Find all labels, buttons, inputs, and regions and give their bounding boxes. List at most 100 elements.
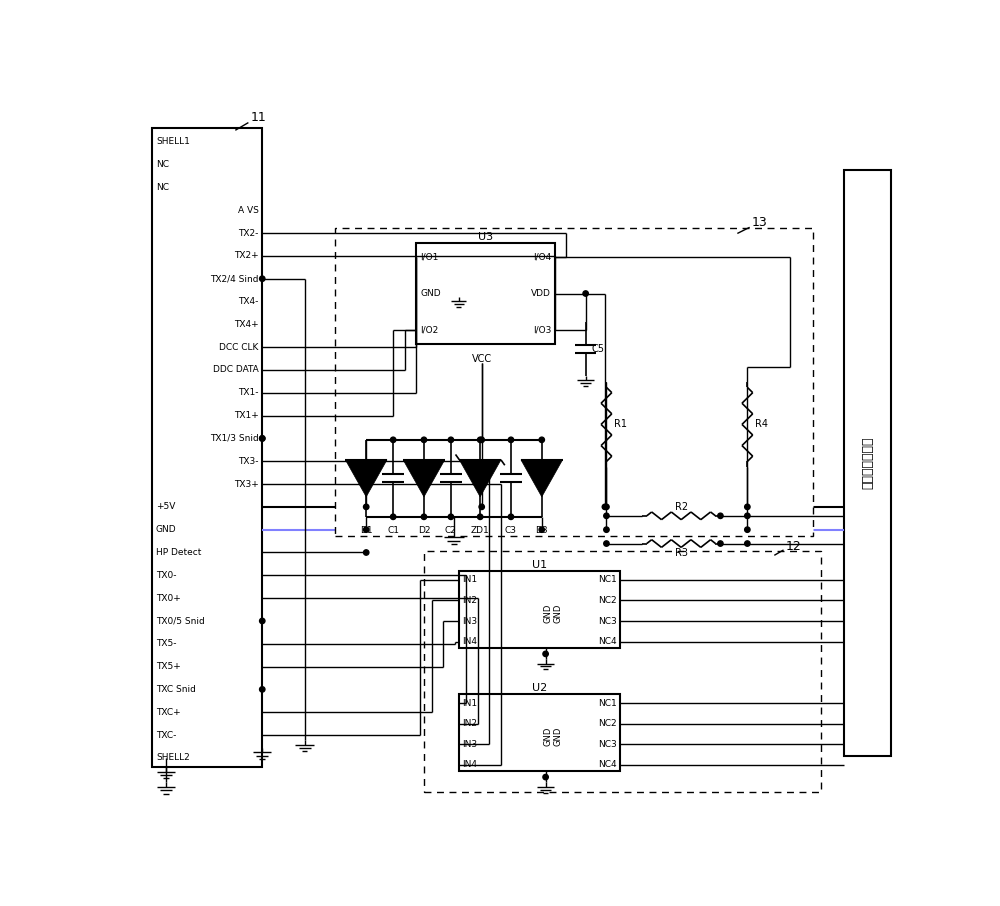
Circle shape (479, 437, 484, 442)
Text: C5: C5 (592, 344, 605, 354)
Polygon shape (521, 460, 563, 496)
Text: TXC Snid: TXC Snid (156, 685, 196, 694)
Text: NC: NC (156, 160, 169, 169)
Bar (152, 128, 262, 767)
Text: TX2/4 Sind: TX2/4 Sind (210, 275, 258, 284)
Circle shape (539, 437, 544, 442)
Text: NC3: NC3 (598, 616, 616, 625)
Circle shape (583, 291, 588, 296)
Circle shape (745, 527, 750, 533)
Circle shape (479, 504, 484, 509)
Text: IN1: IN1 (462, 575, 478, 584)
Text: TX4-: TX4- (238, 297, 258, 306)
Circle shape (477, 437, 483, 442)
Circle shape (260, 276, 265, 282)
Text: GND: GND (553, 727, 562, 746)
Text: 11: 11 (251, 111, 266, 124)
Text: NC4: NC4 (598, 760, 616, 769)
Circle shape (718, 513, 723, 518)
Polygon shape (403, 460, 445, 496)
Text: TX1/3 Snid: TX1/3 Snid (210, 434, 258, 443)
Text: C1: C1 (387, 526, 399, 535)
Circle shape (602, 504, 608, 509)
Text: VDD: VDD (531, 289, 551, 298)
Text: HP Detect: HP Detect (156, 548, 201, 557)
Circle shape (543, 651, 548, 657)
Text: NC4: NC4 (598, 637, 616, 646)
Text: I/O3: I/O3 (533, 325, 551, 334)
Circle shape (421, 514, 427, 519)
Text: TX3-: TX3- (238, 457, 258, 466)
Text: NC2: NC2 (598, 719, 616, 728)
Text: NC1: NC1 (598, 575, 616, 584)
Circle shape (260, 436, 265, 441)
Text: SHELL2: SHELL2 (156, 753, 190, 762)
Text: IN3: IN3 (462, 616, 478, 625)
Text: IN3: IN3 (462, 739, 478, 748)
Text: DCC CLK: DCC CLK (219, 342, 258, 352)
Text: U2: U2 (532, 683, 547, 693)
Text: DDC DATA: DDC DATA (213, 365, 258, 374)
Circle shape (260, 436, 265, 441)
Circle shape (260, 618, 265, 623)
Text: TX0-: TX0- (156, 571, 176, 580)
Text: TX0/5 Snid: TX0/5 Snid (156, 616, 205, 625)
Text: SHELL1: SHELL1 (156, 138, 190, 147)
Text: TX5-: TX5- (156, 640, 176, 649)
Text: R1: R1 (614, 419, 627, 429)
Text: 显示屏控制电路: 显示屏控制电路 (861, 437, 874, 489)
Text: R4: R4 (755, 419, 768, 429)
Circle shape (448, 514, 454, 519)
Text: R3: R3 (675, 548, 688, 558)
Text: NC3: NC3 (598, 739, 616, 748)
Circle shape (745, 513, 750, 518)
Text: TX3+: TX3+ (234, 479, 258, 488)
Bar (424, 552, 820, 793)
Bar (844, 170, 891, 756)
Text: TX1-: TX1- (238, 389, 258, 398)
Circle shape (604, 504, 609, 509)
Text: C2: C2 (445, 526, 457, 535)
Circle shape (604, 541, 609, 546)
Text: +5V: +5V (156, 502, 175, 511)
Text: NC: NC (156, 183, 169, 192)
Text: 12: 12 (786, 540, 802, 553)
Circle shape (260, 687, 265, 692)
Bar (416, 244, 555, 343)
Text: VCC: VCC (472, 354, 492, 364)
Text: ZD1: ZD1 (471, 526, 490, 535)
Text: IN2: IN2 (462, 596, 477, 605)
Text: TX2-: TX2- (238, 228, 258, 237)
Text: IN4: IN4 (462, 760, 477, 769)
Text: GND: GND (553, 603, 562, 622)
Text: NC2: NC2 (598, 596, 616, 605)
Text: GND: GND (543, 727, 552, 746)
Text: D2: D2 (418, 526, 430, 535)
Text: D3: D3 (535, 526, 548, 535)
Text: NC1: NC1 (598, 699, 616, 708)
Circle shape (604, 527, 609, 533)
Circle shape (390, 437, 396, 442)
Text: TX0+: TX0+ (156, 593, 181, 602)
Text: U3: U3 (478, 232, 493, 242)
Circle shape (508, 514, 514, 519)
Circle shape (604, 513, 609, 518)
Text: TXC+: TXC+ (156, 708, 181, 717)
Circle shape (718, 541, 723, 546)
Polygon shape (345, 460, 387, 496)
Circle shape (364, 527, 369, 533)
Text: I/O1: I/O1 (420, 253, 438, 262)
Text: TX5+: TX5+ (156, 662, 181, 671)
Text: IN2: IN2 (462, 719, 477, 728)
Circle shape (508, 437, 514, 442)
Text: TXC-: TXC- (156, 730, 176, 739)
Text: C3: C3 (505, 526, 517, 535)
Text: GND: GND (543, 603, 552, 622)
Text: GND: GND (420, 289, 441, 298)
Text: R2: R2 (675, 502, 688, 512)
Text: GND: GND (156, 525, 177, 535)
Text: D1: D1 (360, 526, 373, 535)
Circle shape (421, 437, 427, 442)
Bar (335, 228, 813, 536)
Circle shape (745, 541, 750, 546)
